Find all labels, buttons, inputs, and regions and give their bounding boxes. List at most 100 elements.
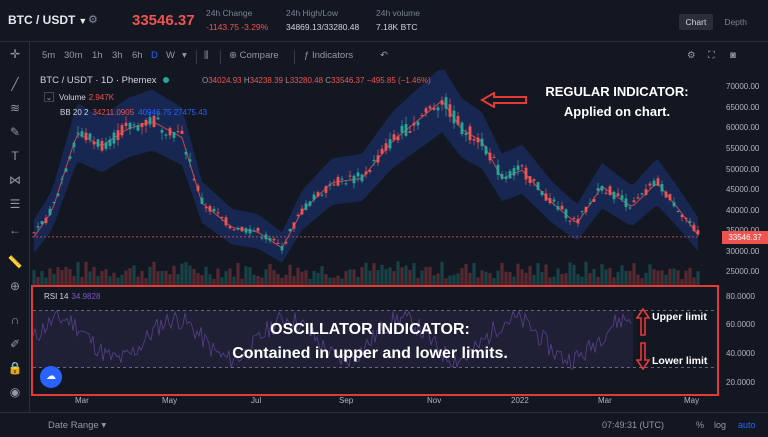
volume-bar xyxy=(372,263,376,285)
ruler-icon[interactable]: 📏 xyxy=(7,255,23,269)
time-axis[interactable]: Mar May Jul Sep Nov 2022 Mar May xyxy=(32,396,700,410)
projection-icon[interactable]: ☰ xyxy=(9,197,21,211)
crosshair-icon[interactable]: ✛ xyxy=(9,47,21,61)
lock-icon[interactable]: 🔒 xyxy=(7,361,23,375)
brush-icon[interactable]: ✎ xyxy=(9,125,21,139)
interval-w[interactable]: W xyxy=(166,50,175,61)
interval-5m[interactable]: 5m xyxy=(42,50,56,61)
candle-body xyxy=(404,124,408,136)
volume-bar xyxy=(472,262,476,285)
candle-body xyxy=(648,183,652,186)
candle-body xyxy=(496,164,500,175)
candle-body xyxy=(432,107,436,110)
candle-body xyxy=(580,210,584,212)
volume-bar xyxy=(376,270,380,285)
volume-bar xyxy=(648,264,652,285)
x-tick: Mar xyxy=(598,396,612,405)
candle-body xyxy=(304,203,308,211)
compare-button[interactable]: ⊕ Compare xyxy=(229,50,279,61)
candle-body xyxy=(48,208,52,216)
pair-selector[interactable]: BTC / USDT ▼ xyxy=(8,13,88,27)
rsi-legend: RSI 14 34.9828 xyxy=(44,292,101,301)
volume-bar xyxy=(308,278,312,285)
chevron-down-icon: ▾ xyxy=(101,420,107,431)
settings-icon[interactable]: ⚙ xyxy=(88,14,98,26)
pattern-icon[interactable]: ⋈ xyxy=(9,173,21,187)
rsi-chart[interactable] xyxy=(33,287,717,394)
percent-toggle[interactable]: % xyxy=(696,420,705,430)
candle-body xyxy=(332,184,336,186)
volume-bar xyxy=(612,277,616,285)
text-icon[interactable]: T xyxy=(11,149,19,163)
price-axis[interactable]: 70000.00 65000.00 60000.00 55000.00 5000… xyxy=(700,70,768,380)
candle-body xyxy=(520,165,524,167)
log-toggle[interactable]: log xyxy=(714,420,727,430)
volume-bar xyxy=(244,266,248,285)
trendline-icon[interactable]: ╱ xyxy=(11,77,19,91)
candle-body xyxy=(244,228,248,233)
volume-bar xyxy=(360,267,364,285)
candle-body xyxy=(628,207,632,209)
interval-3h[interactable]: 3h xyxy=(112,50,123,61)
price-chart[interactable] xyxy=(32,70,700,285)
candle-body xyxy=(236,227,240,230)
volume-bar xyxy=(620,265,624,285)
y-tick: 45000.00 xyxy=(726,185,760,194)
candle-body xyxy=(260,237,264,239)
candle-body xyxy=(524,167,528,180)
volume-bar xyxy=(392,271,396,285)
fullscreen-icon[interactable]: ⛶ xyxy=(708,50,715,61)
fib-icon[interactable]: ≋ xyxy=(9,101,21,115)
zoom-icon[interactable]: ⊕ xyxy=(9,279,21,293)
volume-bar xyxy=(104,269,108,285)
volume-bar xyxy=(204,266,208,285)
chevron-down-icon: ▼ xyxy=(78,16,88,26)
candle-body xyxy=(368,170,372,172)
interval-30m[interactable]: 30m xyxy=(64,50,83,61)
gear-icon[interactable]: ⚙ xyxy=(687,50,696,61)
volume-bar xyxy=(312,270,316,285)
volume-bar xyxy=(276,273,280,285)
candle-body xyxy=(536,182,540,190)
volume-bar xyxy=(348,269,352,285)
back-arrow-icon[interactable]: ← xyxy=(9,223,21,237)
tab-chart[interactable]: Chart xyxy=(678,14,714,30)
auto-toggle[interactable]: auto xyxy=(738,420,756,430)
candle-body xyxy=(376,155,380,163)
candle-body xyxy=(232,229,236,231)
candle-body xyxy=(120,125,124,136)
candle-body xyxy=(372,159,376,161)
candle-body xyxy=(684,217,688,219)
volume-bar xyxy=(288,264,292,285)
undo-icon[interactable]: ↶ xyxy=(380,50,388,61)
candle-body xyxy=(488,152,492,161)
indicators-button[interactable]: ƒ Indicators xyxy=(304,50,354,61)
interval-1h[interactable]: 1h xyxy=(92,50,103,61)
candle-body xyxy=(460,122,464,135)
candle-body xyxy=(424,108,428,113)
last-price-tag: 33546.37 xyxy=(722,231,768,244)
eye-icon[interactable]: ◉ xyxy=(9,385,21,399)
candle-body xyxy=(216,212,220,214)
candle-body xyxy=(596,188,600,191)
volume-bar xyxy=(548,277,552,285)
chevron-down-icon[interactable]: ▾ xyxy=(182,50,187,61)
magnet-icon[interactable]: ∩ xyxy=(10,313,20,327)
date-range-button[interactable]: Date Range ▾ xyxy=(48,420,107,431)
drawing-toolbar: ✛ ╱ ≋ ✎ T ⋈ ☰ ← 📏 ⊕ ∩ ✐ 🔒 ◉ xyxy=(0,42,30,412)
pencil-lock-icon[interactable]: ✐ xyxy=(9,337,21,351)
candle-type-icon[interactable]: ⫼ xyxy=(204,50,209,61)
volume-bar xyxy=(440,261,444,285)
interval-d[interactable]: D xyxy=(151,50,158,61)
candle-body xyxy=(696,230,700,235)
tab-depth[interactable]: Depth xyxy=(724,17,747,27)
volume-bar xyxy=(212,278,216,285)
candle-body xyxy=(192,179,196,181)
interval-6h[interactable]: 6h xyxy=(132,50,143,61)
camera-icon[interactable]: ◙ xyxy=(730,50,736,61)
collapse-icon[interactable]: ⌄ xyxy=(44,92,54,102)
candle-body xyxy=(532,179,536,181)
volume-bar xyxy=(352,269,356,285)
arrow-left-icon xyxy=(480,92,527,108)
volume-bar xyxy=(496,270,500,285)
